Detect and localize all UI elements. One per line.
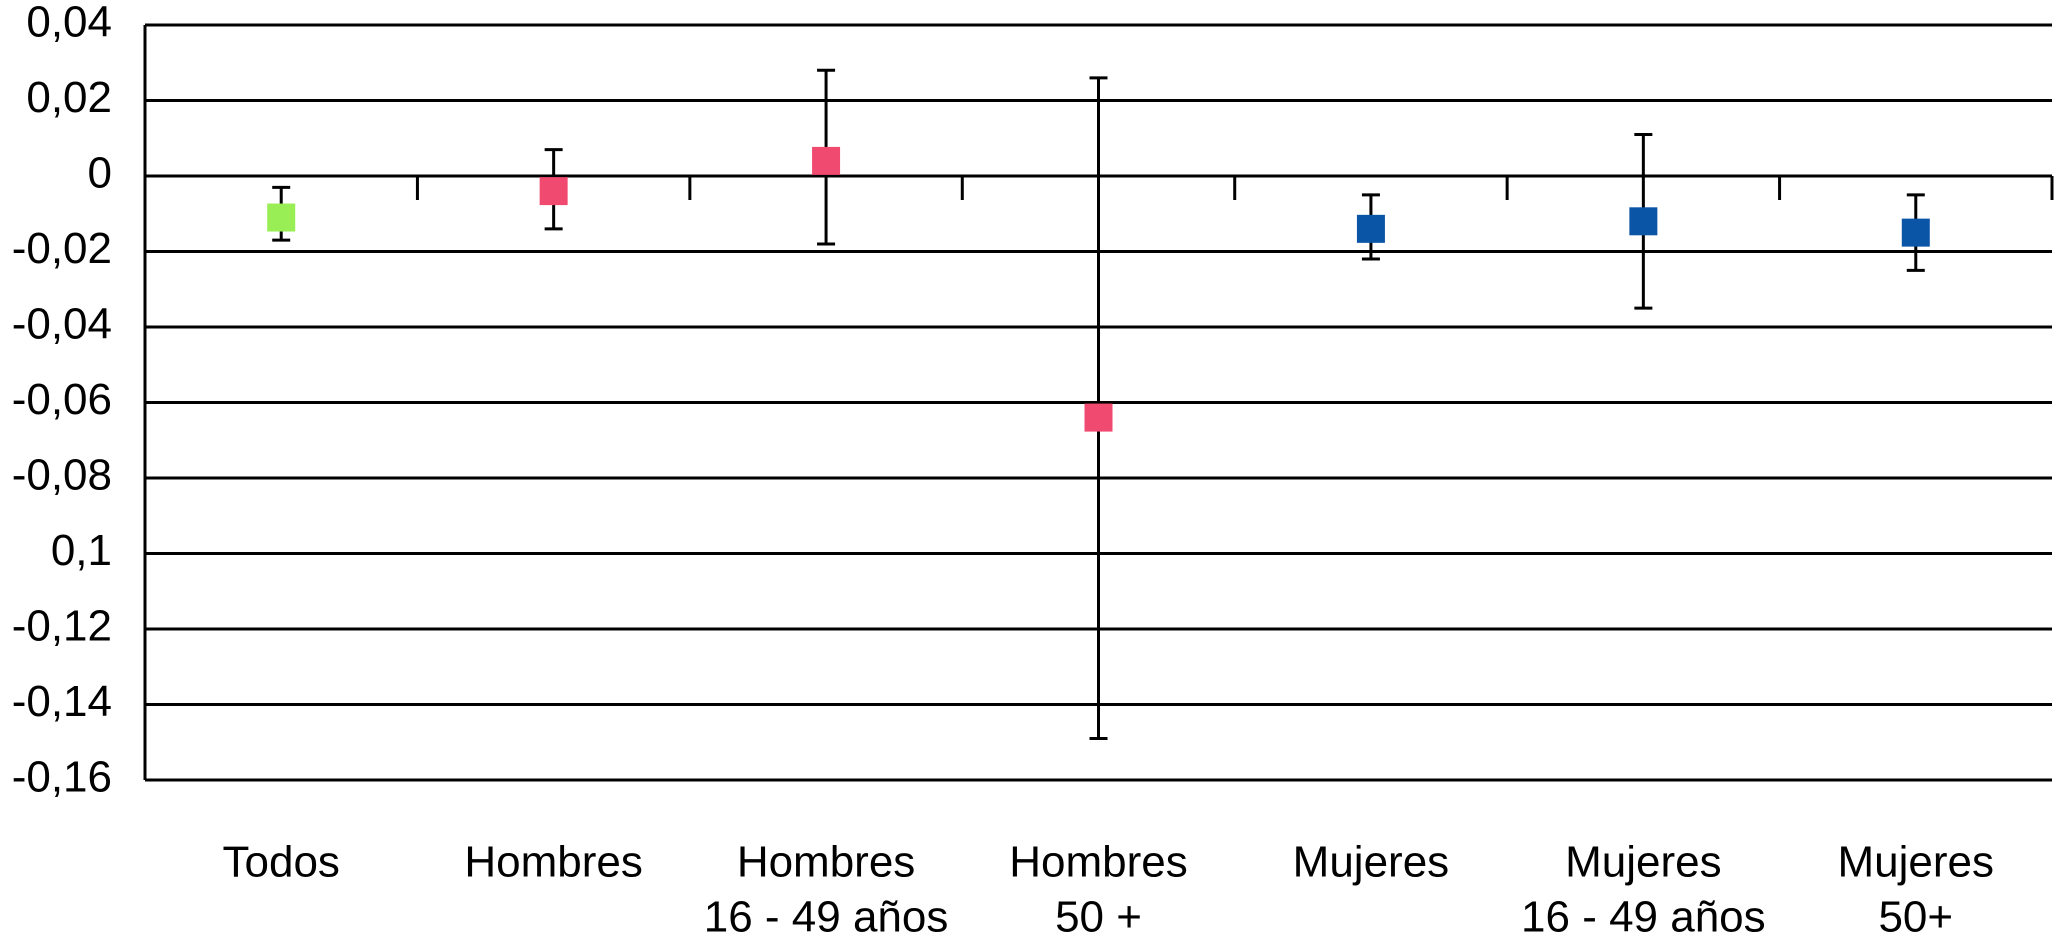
point bbox=[1356, 214, 1385, 243]
y-tick-label: 0,02 bbox=[26, 73, 112, 122]
y-tick-label: -0,06 bbox=[12, 375, 112, 424]
y-tick-label: 0,1 bbox=[51, 526, 112, 575]
x-tick-label: Hombres bbox=[464, 838, 643, 887]
x-tick-label: Hombres bbox=[737, 838, 916, 887]
point bbox=[812, 146, 841, 175]
x-tick-label: Mujeres bbox=[1293, 838, 1450, 887]
y-tick-label: -0,12 bbox=[12, 602, 112, 651]
x-tick-label: Todos bbox=[223, 838, 340, 887]
x-tick-label: Mujeres bbox=[1565, 838, 1722, 887]
y-tick-label: -0,16 bbox=[12, 753, 112, 802]
point bbox=[539, 177, 568, 206]
point bbox=[1629, 207, 1658, 236]
point bbox=[267, 203, 296, 232]
x-tick-label: 50 + bbox=[1055, 893, 1142, 942]
y-tick-label: -0,08 bbox=[12, 451, 112, 500]
x-tick-label: 50+ bbox=[1878, 893, 1953, 942]
y-tick-label: -0,02 bbox=[12, 224, 112, 273]
point bbox=[1084, 403, 1113, 432]
y-tick-label: -0,14 bbox=[12, 677, 112, 726]
y-tick-label: 0,04 bbox=[26, 0, 112, 47]
point bbox=[1901, 218, 1930, 247]
y-tick-label: -0,04 bbox=[12, 300, 112, 349]
x-tick-label: 16 - 49 años bbox=[1521, 893, 1766, 942]
x-tick-label: Hombres bbox=[1009, 838, 1188, 887]
x-tick-label: 16 - 49 años bbox=[704, 893, 949, 942]
x-tick-label: Mujeres bbox=[1838, 838, 1995, 887]
y-tick-label: 0 bbox=[88, 149, 112, 198]
